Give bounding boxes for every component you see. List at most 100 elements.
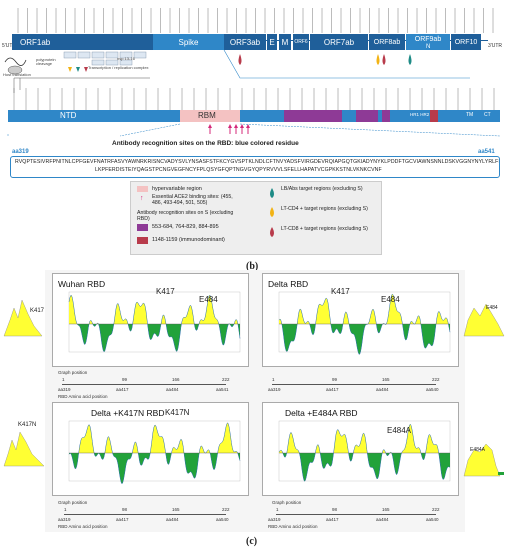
gene-orf6-label: ORF6 bbox=[294, 39, 308, 45]
aa-3-1: aa417 bbox=[326, 517, 339, 522]
rbd-sequence-line-1: RVQPTESIVRFPNITNLCPFGEVFNATRFASVYAWNRKRI… bbox=[15, 159, 500, 165]
gene-orf3ab: ORF3ab bbox=[224, 34, 266, 50]
inset-right-top bbox=[463, 303, 505, 337]
genome-tick-labels bbox=[17, 8, 494, 33]
gene-target-markers bbox=[238, 54, 412, 65]
aa-1-1: aa417 bbox=[326, 387, 339, 392]
panel-wuhan-title: Wuhan RBD bbox=[58, 279, 106, 289]
rbm-label: RBM bbox=[198, 111, 216, 120]
panel-delta-k417n-title: Delta +K417N RBD bbox=[91, 408, 165, 418]
transcription-label: Transcription / replication complex bbox=[88, 65, 149, 70]
panel-wuhan-mut2: E484 bbox=[199, 295, 218, 304]
aa-0-2: aa484 bbox=[166, 387, 179, 392]
tick-0-1: 99 bbox=[122, 377, 128, 382]
aa-2-0: aa319 bbox=[58, 517, 71, 522]
inset-left-bottom-label: K417N bbox=[18, 422, 37, 428]
aa-1-3: aa540 bbox=[426, 387, 439, 392]
spike-tick-labels bbox=[13, 88, 495, 110]
gene-n-label: N bbox=[426, 44, 431, 50]
cd8-marker-icon bbox=[270, 227, 274, 237]
aa-0-3: aa541 bbox=[216, 387, 229, 392]
inset-left-bottom bbox=[3, 431, 45, 467]
gene-orf7ab: ORF7ab bbox=[310, 34, 368, 50]
tick-1-0: 1 bbox=[272, 377, 275, 382]
panel-delta-mut2: E484 bbox=[381, 295, 400, 304]
gene-orf8ab: ORF8ab bbox=[369, 34, 405, 50]
figure-label-c: (c) bbox=[246, 536, 258, 547]
ab-label-2: 1148-1159 (immunodominant) bbox=[152, 237, 225, 243]
inset-right-bottom-label: E484A bbox=[470, 447, 486, 453]
utr3-label: 3'UTR bbox=[488, 43, 503, 49]
aa-3-2: aa484 bbox=[376, 517, 389, 522]
aa-2-1: aa417 bbox=[116, 517, 129, 522]
gene-e-label: E bbox=[269, 37, 275, 47]
gene-orf8ab-label: ORF8ab bbox=[373, 38, 401, 46]
tick-2-0: 1 bbox=[64, 507, 67, 512]
rbd-position-label-1: RBD Amino acid position bbox=[58, 394, 108, 399]
ace2-arrows bbox=[7, 123, 501, 137]
gene-e: E bbox=[267, 34, 277, 50]
tm-label: TM bbox=[466, 112, 474, 118]
rbd-sequence-line-2: LKPFERDISTEIYQAGSTPCNGVEGFNCYFPLQSYGFQPT… bbox=[95, 167, 382, 173]
panel-delta-e484a-title: Delta +E484A RBD bbox=[285, 408, 358, 418]
gene-orf10-label: ORF10 bbox=[454, 38, 478, 46]
ab-title: Antibody recognition sites on S (excludi… bbox=[137, 210, 234, 222]
host-translation-label: Host translation bbox=[3, 72, 31, 77]
aa541-label: aa541 bbox=[478, 149, 495, 155]
gene-spike-label: Spike bbox=[178, 37, 199, 47]
ab-swatch-1 bbox=[137, 224, 148, 231]
ace2-arrow-icon: ↑ bbox=[140, 195, 144, 202]
tick-3-0: 1 bbox=[276, 507, 279, 512]
tick-0-3: 222 bbox=[222, 377, 230, 382]
ab-swatch-2 bbox=[137, 237, 148, 244]
panel-delta-title: Delta RBD bbox=[268, 279, 309, 289]
axis-line-2 bbox=[64, 514, 226, 515]
lb-label: LB/Abs target regions (excluding S) bbox=[281, 186, 363, 192]
aa-1-0: aa319 bbox=[268, 387, 281, 392]
aa-0-0: aa319 bbox=[58, 387, 71, 392]
nsp-boxes bbox=[63, 51, 147, 72]
panel-wuhan: Wuhan RBD K417 E484 bbox=[52, 273, 249, 367]
tick-2-3: 222 bbox=[222, 507, 230, 512]
aa-0-1: aa417 bbox=[116, 387, 129, 392]
panel-delta-plot bbox=[278, 291, 451, 355]
panel-delta-k417n-plot bbox=[68, 420, 241, 485]
gene-orf1ab: ORF1ab bbox=[12, 34, 153, 50]
aa-2-2: aa484 bbox=[166, 517, 179, 522]
graph-position-label-3: Graph position bbox=[272, 500, 302, 505]
gene-orf6: ORF6 bbox=[293, 34, 309, 50]
lb-marker-icon bbox=[270, 188, 274, 198]
hypervariable-label: hypervariable region bbox=[152, 185, 202, 192]
aa-3-3: aa540 bbox=[426, 517, 439, 522]
axis-line-0 bbox=[62, 384, 226, 385]
inset-left-top-label: K417 bbox=[30, 308, 45, 314]
gene-m-label: M bbox=[281, 37, 289, 47]
ab-region-3 bbox=[382, 110, 390, 122]
ct-label: CT bbox=[484, 112, 491, 118]
rbd-position-label-3: RBD Amino acid position bbox=[268, 524, 318, 529]
panel-delta-k417n: Delta +K417N RBD K417N bbox=[52, 402, 249, 496]
panel-delta-mut1: K417 bbox=[331, 287, 350, 296]
rbd-title: Antibody recognition sites on the RBD: b… bbox=[112, 140, 299, 147]
ab-region-immunodominant bbox=[430, 110, 438, 122]
cd8-label: LT-CD8 + target regions (excluding S) bbox=[281, 226, 368, 232]
axis-line-3 bbox=[276, 514, 436, 515]
tick-0-0: 1 bbox=[62, 377, 65, 382]
axis-line-1 bbox=[272, 384, 436, 385]
ab-region-1 bbox=[284, 110, 342, 122]
aa-3-0: aa319 bbox=[268, 517, 281, 522]
tick-2-1: 98 bbox=[122, 507, 128, 512]
rbd-position-label-2: RBD Amino acid position bbox=[58, 524, 108, 529]
gene-orf7ab-label: ORF7ab bbox=[323, 37, 355, 47]
panel-delta: Delta RBD K417 E484 bbox=[262, 273, 459, 367]
gene-orf9ab-label: ORF9ab bbox=[414, 36, 442, 43]
ace2-label: Essential ACE2 binding sites: (455, 486,… bbox=[152, 194, 233, 206]
host-translation-icon bbox=[4, 57, 27, 75]
nsp-label: nsp 13-16 bbox=[117, 56, 135, 61]
cd4-label: LT-CD4 + target regions (excluding S) bbox=[281, 206, 368, 212]
panel-delta-e484a-plot bbox=[278, 420, 451, 482]
inset-left-top bbox=[3, 299, 43, 337]
gene-orf10: ORF10 bbox=[451, 34, 481, 50]
tick-3-2: 165 bbox=[382, 507, 390, 512]
aa-2-3: aa540 bbox=[216, 517, 229, 522]
